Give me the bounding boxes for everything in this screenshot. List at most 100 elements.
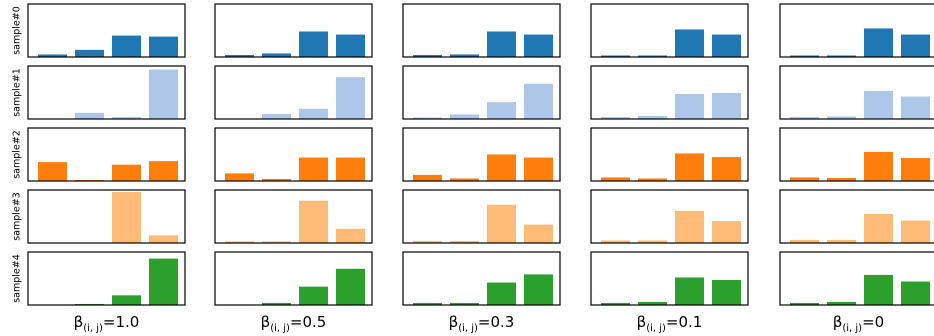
bar-r3-c4-2 [864,213,893,243]
panel-frame [27,189,186,244]
bar-r2-c1-1 [262,178,291,181]
bar-r4-c2-2 [487,282,516,305]
bar-r1-c1-3 [336,77,365,119]
bar-r2-c3-2 [675,153,704,181]
panel-r0-c3 [590,3,749,58]
bar-r0-c3-3 [712,34,741,57]
panel-frame [214,65,373,120]
panel-r2-c2 [402,127,561,182]
panel-r0-c0 [27,3,186,58]
panel-r2-c1 [214,127,373,182]
bar-r1-c4-3 [901,96,930,119]
bar-r1-c1-1 [262,113,291,119]
panel-frame [779,251,934,306]
panel-r4-c3 [590,251,749,306]
bar-r1-c2-2 [487,102,516,119]
bar-r4-c4-3 [901,281,930,305]
bar-r1-c3-0 [601,116,630,119]
panel-frame [590,189,749,244]
bar-r4-c2-3 [524,274,553,305]
bar-r2-c0-2 [112,164,141,181]
bar-r0-c2-2 [487,31,516,57]
bar-r3-c3-0 [601,240,630,243]
bar-r1-c3-1 [638,115,667,119]
bar-r1-c0-2 [112,116,141,119]
bar-r4-c3-0 [601,302,630,305]
panel-r2-c3 [590,127,749,182]
bar-r3-c2-1 [450,240,479,243]
panel-frame [214,127,373,182]
bar-r3-c2-2 [487,204,516,243]
bar-r1-c2-0 [413,117,442,119]
bar-r3-c1-2 [299,200,328,243]
panel-r1-c2 [402,65,561,120]
bar-r1-c4-1 [827,116,856,119]
bar-r0-c3-0 [601,55,630,57]
bar-r2-c4-0 [790,177,819,181]
bar-r1-c0-3 [149,69,178,119]
bar-r2-c2-0 [413,174,442,181]
bar-r1-c1-2 [299,108,328,119]
bar-r0-c2-0 [413,54,442,57]
panel-frame [214,189,373,244]
panel-frame [214,251,373,306]
panel-frame [402,3,561,58]
panel-frame [27,65,186,120]
panel-r3-c4 [779,189,934,244]
bar-r0-c3-1 [638,55,667,57]
bar-r4-c1-2 [299,286,328,305]
bar-r2-c4-1 [827,177,856,181]
bar-r3-c2-3 [524,224,553,243]
bar-r4-c1-3 [336,268,365,305]
panel-r0-c1 [214,3,373,58]
bar-r3-c1-1 [262,241,291,243]
bar-r2-c2-1 [450,178,479,181]
panel-frame [27,127,186,182]
bar-r0-c2-3 [524,34,553,57]
bar-r1-c0-1 [75,112,104,119]
bar-r2-c1-3 [336,157,365,181]
panel-frame [402,251,561,306]
panel-frame [27,3,186,58]
bar-r0-c1-0 [225,54,254,57]
bar-r0-c1-1 [262,53,291,57]
bar-r3-c3-3 [712,221,741,243]
column-label-0: β(i, j)=1.0 [74,313,140,334]
bar-r3-c2-0 [413,240,442,243]
bar-r2-c2-3 [524,157,553,181]
bar-r1-c4-2 [864,90,893,119]
row-label-1: sample#1 [12,68,23,117]
bar-r3-c0-2 [112,192,141,243]
panel-frame [590,251,749,306]
bar-r2-c3-3 [712,157,741,181]
bar-r3-c3-1 [638,240,667,243]
panel-r4-c4 [779,251,934,306]
row-label-3: sample#3 [12,192,23,241]
bar-r4-c2-1 [450,302,479,305]
column-label-4: β(i, j)=0 [833,313,884,334]
panel-r1-c3 [590,65,749,120]
bar-r0-c4-1 [827,55,856,57]
bar-r4-c2-0 [413,302,442,305]
panel-frame [779,3,934,58]
panel-r4-c1 [214,251,373,306]
panel-r3-c2 [402,189,561,244]
bar-r3-c4-1 [827,239,856,243]
bar-r2-c4-2 [864,151,893,181]
column-label-3: β(i, j)=0.1 [637,313,703,334]
panel-r3-c3 [590,189,749,244]
bar-r4-c0-2 [112,295,141,305]
panel-frame [590,3,749,58]
bar-r1-c3-3 [712,92,741,119]
column-label-2: β(i, j)=0.3 [449,313,515,334]
panel-r2-c0 [27,127,186,182]
bar-r0-c0-3 [149,36,178,57]
bar-r0-c4-2 [864,28,893,57]
bar-r0-c0-2 [112,35,141,57]
bar-r0-c1-2 [299,31,328,57]
panel-r3-c1 [214,189,373,244]
bar-r1-c2-3 [524,83,553,119]
panel-frame [402,65,561,120]
bar-r2-c0-0 [38,162,67,181]
bar-r4-c3-2 [675,277,704,305]
